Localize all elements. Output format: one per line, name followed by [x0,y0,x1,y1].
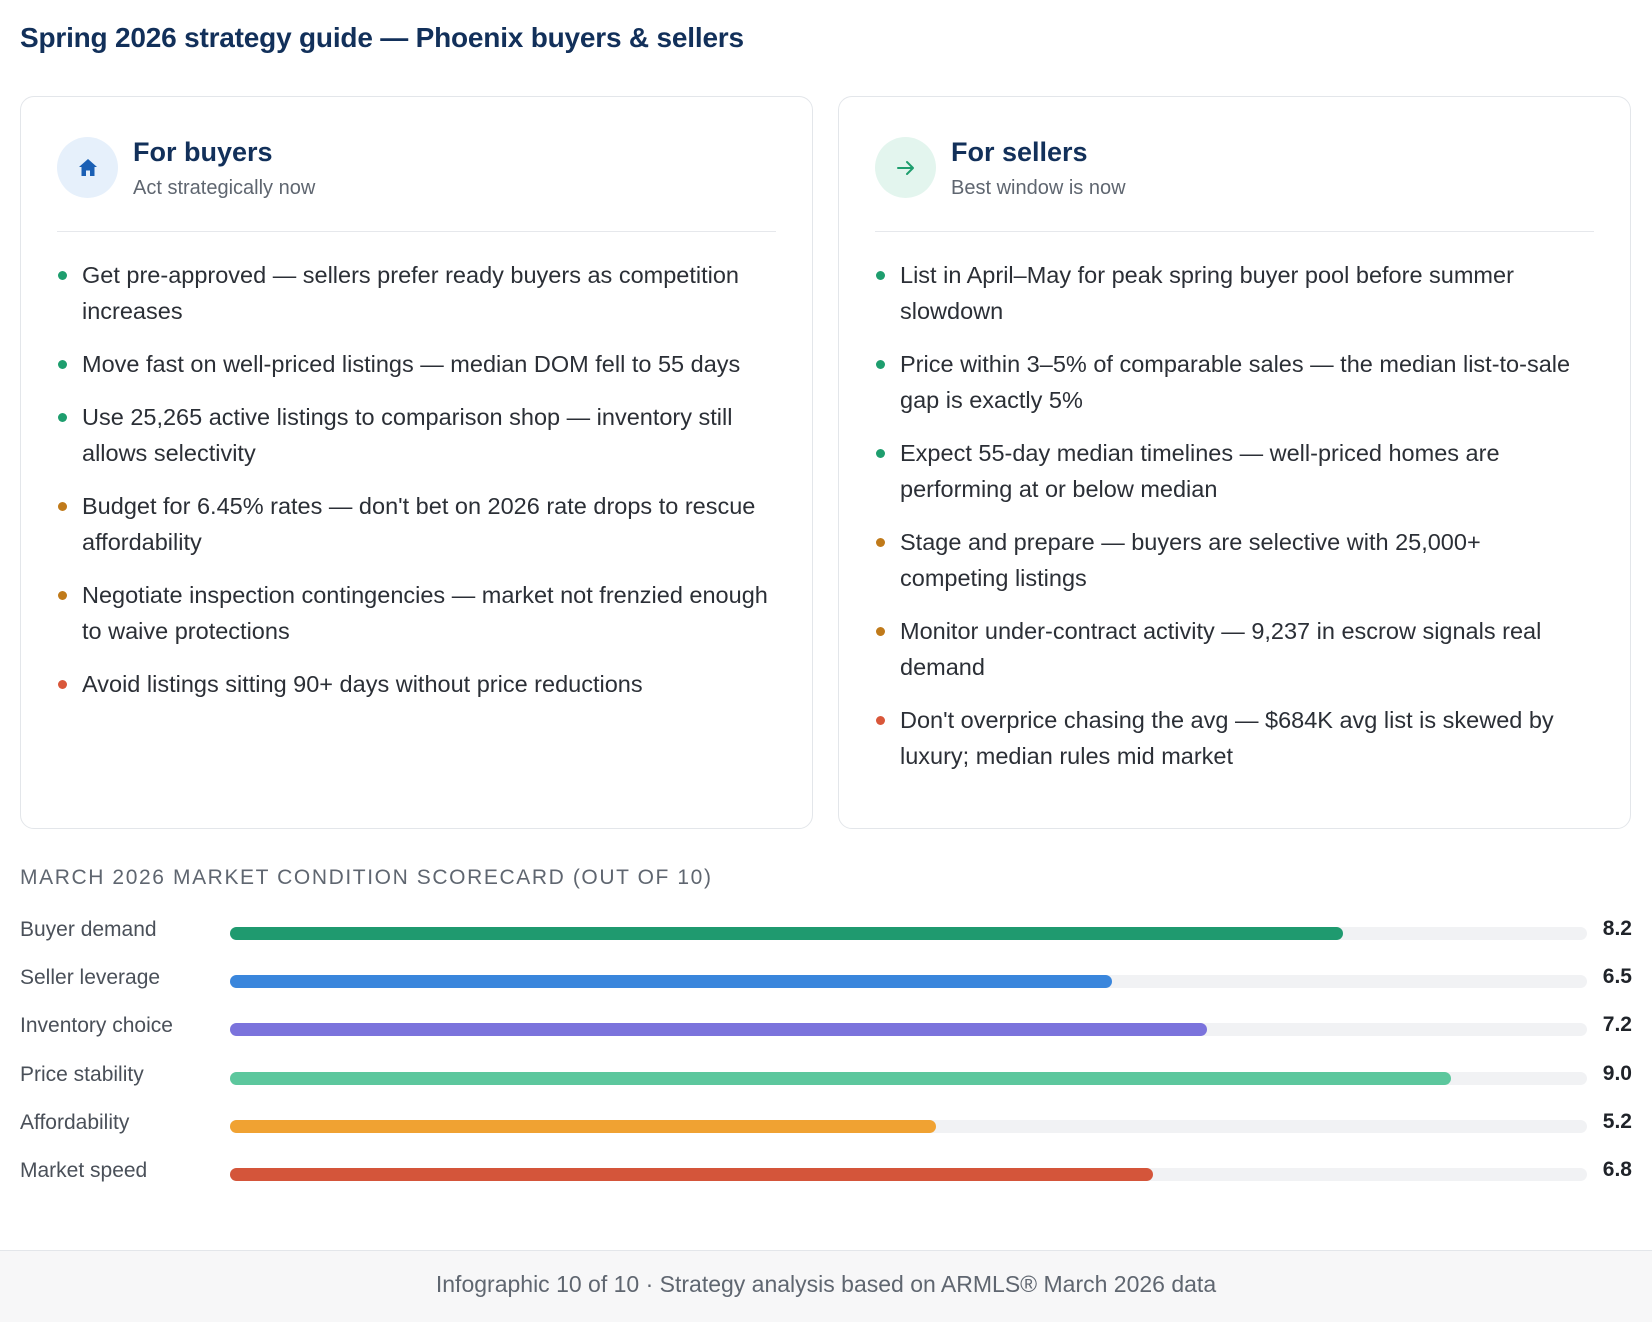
buyers-tip: Use 25,265 active listings to comparison… [57,399,776,471]
buyers-tip: Negotiate inspection contingencies — mar… [57,577,776,649]
home-icon [57,137,118,198]
buyers-tip-bullet [58,591,67,600]
scorecard-bar-fill [230,975,1113,989]
sellers-tip-text: Expect 55-day median timelines — well-pr… [900,440,1500,502]
arrow-right-icon [875,137,936,198]
scorecard-row-label: Market speed [20,1159,148,1182]
sellers-tip-bullet [876,627,885,636]
scorecard-bar-fill [230,1023,1208,1037]
buyers-tip-text: Budget for 6.45% rates — don't bet on 20… [82,493,756,555]
sellers-tip-text: Price within 3–5% of comparable sales — … [900,351,1571,413]
scorecard-row-label: Seller leverage [20,966,161,990]
sellers-tip: Stage and prepare — buyers are selective… [875,524,1594,596]
sellers-subtitle: Best window is now [951,177,1126,199]
sellers-tip-bullet [876,360,885,369]
scorecard-row-value: 6.8 [1602,1158,1632,1181]
scorecard-row-value: 5.2 [1602,1109,1632,1133]
buyers-tip-text: Negotiate inspection contingencies — mar… [82,582,768,644]
buyers-tip: Budget for 6.45% rates — don't bet on 20… [57,488,776,560]
scorecard-row-value: 9.0 [1602,1061,1632,1085]
sellers-tip-text: List in April–May for peak spring buyer … [900,262,1514,324]
buyers-tip-text: Avoid listings sitting 90+ days without … [82,671,643,697]
scorecard-bar-track [230,1023,1587,1037]
buyers-tip-text: Use 25,265 active listings to comparison… [82,404,733,466]
scorecard-row-label: Price stability [20,1062,144,1086]
sellers-tip: Don't overprice chasing the avg — $684K … [875,702,1594,774]
scorecard-bar-fill [230,1119,936,1133]
sellers-tip-text: Stage and prepare — buyers are selective… [900,529,1481,591]
footer-caption: Infographic 10 of 10 · Strategy analysis… [435,1271,1217,1297]
sellers-tip-bullet [876,538,885,547]
scorecard-bar-track [230,1071,1587,1085]
buyers-tips-list: Get pre-approved — sellers prefer ready … [57,257,776,719]
scorecard-row-value: 6.5 [1602,965,1632,989]
scorecard-row-label: Buyer demand [20,918,157,941]
buyers-tip-text: Get pre-approved — sellers prefer ready … [82,262,740,324]
buyers-subtitle: Act strategically now [133,177,316,199]
sellers-tip: Monitor under-contract activity — 9,237 … [875,613,1594,685]
scorecard-row: Buyer demand 8.2 [20,916,1632,948]
scorecard-row-value: 8.2 [1602,917,1632,940]
buyers-tip: Get pre-approved — sellers prefer ready … [57,257,776,329]
footer: Infographic 10 of 10 · Strategy analysis… [0,1250,1652,1322]
sellers-title: For sellers [951,137,1088,167]
scorecard-bar-track [230,1168,1587,1181]
scorecard-row-label: Inventory choice [20,1014,173,1038]
scorecard-bar-fill [230,927,1343,940]
scorecard-bar-track [230,975,1587,989]
buyers-tip-bullet [58,360,67,369]
sellers-card-header: For sellers Best window is now [875,137,1594,232]
sellers-tip-bullet [876,271,885,280]
sellers-tip-bullet [876,449,885,458]
scorecard-row: Market speed 6.8 [20,1157,1632,1189]
buyers-tip-bullet [58,413,67,422]
buyers-tip-bullet [58,502,67,511]
page-title: Spring 2026 strategy guide — Phoenix buy… [20,22,744,53]
scorecard-bar-track [230,927,1587,940]
buyers-tip: Move fast on well-priced listings — medi… [57,346,776,382]
scorecard-bar-fill [230,1071,1452,1085]
scorecard-title: MARCH 2026 MARKET CONDITION SCORECARD (O… [20,866,713,889]
sellers-tip-text: Don't overprice chasing the avg — $684K … [900,707,1554,769]
sellers-tip: Price within 3–5% of comparable sales — … [875,346,1594,418]
sellers-tip-text: Monitor under-contract activity — 9,237 … [900,618,1542,680]
sellers-tip: Expect 55-day median timelines — well-pr… [875,435,1594,507]
buyers-tip: Avoid listings sitting 90+ days without … [57,666,776,702]
scorecard-bar-fill [230,1168,1153,1181]
buyers-title: For buyers [133,137,273,167]
sellers-tips-list: List in April–May for peak spring buyer … [875,257,1594,791]
scorecard-row: Affordability 5.2 [20,1109,1632,1141]
scorecard-row: Inventory choice 7.2 [20,1012,1632,1044]
scorecard-row-label: Affordability [20,1110,130,1134]
sellers-card: For sellers Best window is now List in A… [838,96,1631,829]
scorecard-row: Price stability 9.0 [20,1061,1632,1093]
scorecard-bar-track [230,1119,1587,1133]
buyers-tip-bullet [58,271,67,280]
buyers-tip-text: Move fast on well-priced listings — medi… [82,351,741,377]
buyers-card: For buyers Act strategically now Get pre… [20,96,813,829]
scorecard-row: Seller leverage 6.5 [20,964,1632,996]
buyers-card-header: For buyers Act strategically now [57,137,776,232]
scorecard-row-value: 7.2 [1602,1013,1632,1037]
sellers-tip: List in April–May for peak spring buyer … [875,257,1594,329]
buyers-tip-bullet [58,680,67,689]
sellers-tip-bullet [876,716,885,725]
